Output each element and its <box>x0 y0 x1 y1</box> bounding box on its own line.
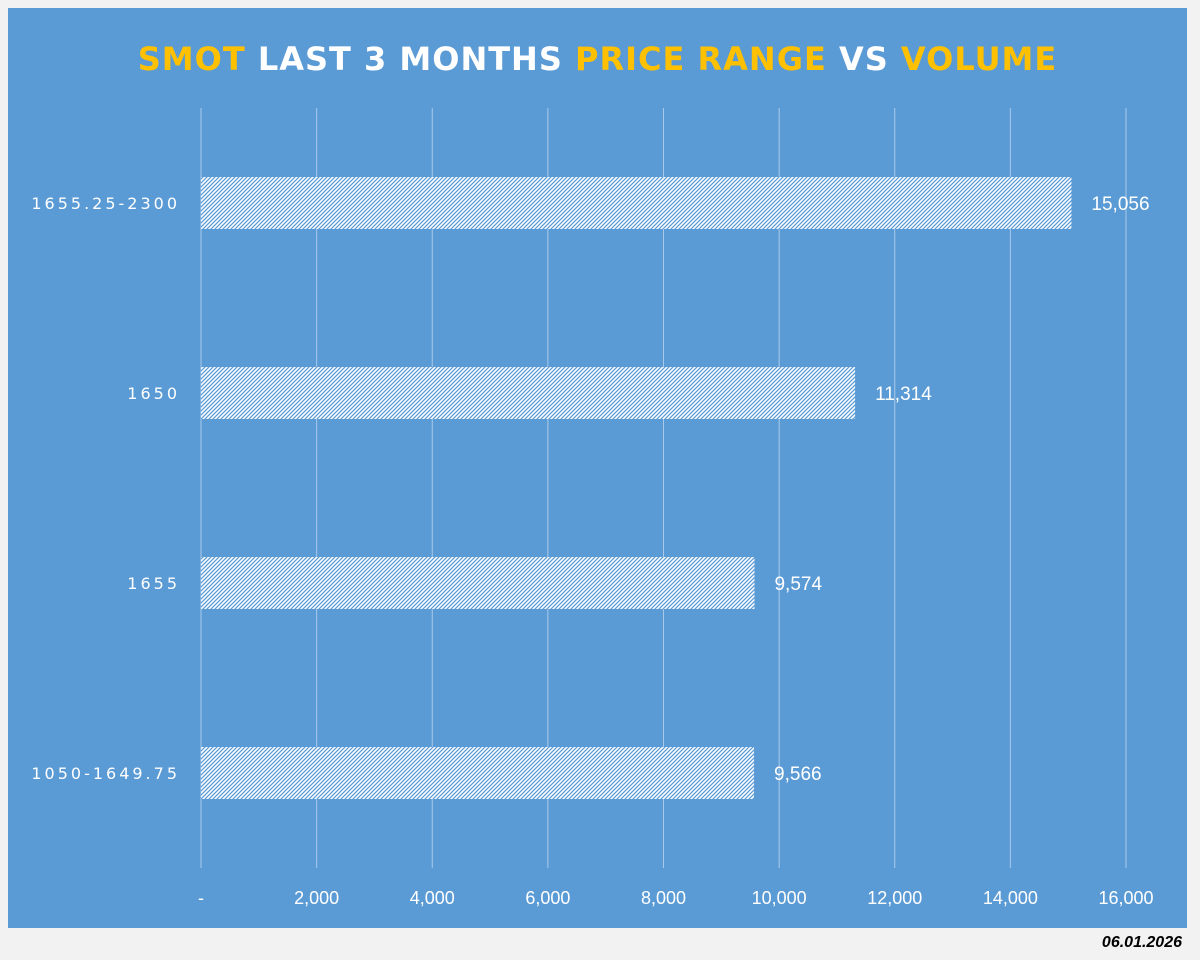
title-price-range: PRICE RANGE <box>575 40 827 78</box>
labels: - 2,000 4,000 6,000 8,000 10,000 12,000 14,000 1… <box>31 194 1153 908</box>
category-label: 1655.25-2300 <box>31 194 180 213</box>
data-label: 9,574 <box>774 574 822 595</box>
bar <box>201 747 755 799</box>
x-tick-label: 8,000 <box>641 888 686 908</box>
data-label: 9,566 <box>774 764 822 785</box>
title-text-2: VS <box>826 40 901 78</box>
category-label: 1050-1649.75 <box>31 764 180 783</box>
title-volume: VOLUME <box>900 40 1058 78</box>
category-label: 1655 <box>127 574 180 593</box>
bar-chart-plot: - 2,000 4,000 6,000 8,000 10,000 12,000 14,000 1… <box>31 108 1154 908</box>
title-ticker: SMOT <box>137 40 246 78</box>
x-tick-label: 10,000 <box>752 888 807 908</box>
chart-panel: SMOT LAST 3 MONTHS PRICE RANGE VS VOLUME… <box>8 8 1187 928</box>
category-label: 1650 <box>127 384 180 403</box>
x-tick-label: 6,000 <box>525 888 570 908</box>
bar <box>201 557 755 609</box>
x-tick-label: 12,000 <box>867 888 922 908</box>
data-label: 11,314 <box>875 384 932 405</box>
chart-title: SMOT LAST 3 MONTHS PRICE RANGE VS VOLUME <box>8 40 1187 78</box>
x-tick-label: 16,000 <box>1098 888 1153 908</box>
bar <box>201 177 1072 229</box>
title-text-1: LAST 3 MONTHS <box>245 40 576 78</box>
x-tick-label: 2,000 <box>294 888 339 908</box>
gridlines <box>200 108 1127 868</box>
x-tick-label: - <box>198 888 204 908</box>
x-tick-label: 4,000 <box>410 888 455 908</box>
bars <box>201 177 1072 799</box>
x-tick-label: 14,000 <box>983 888 1038 908</box>
date-stamp: 06.01.2026 <box>1101 934 1182 951</box>
bar <box>201 367 856 419</box>
data-label: 15,056 <box>1091 194 1149 215</box>
